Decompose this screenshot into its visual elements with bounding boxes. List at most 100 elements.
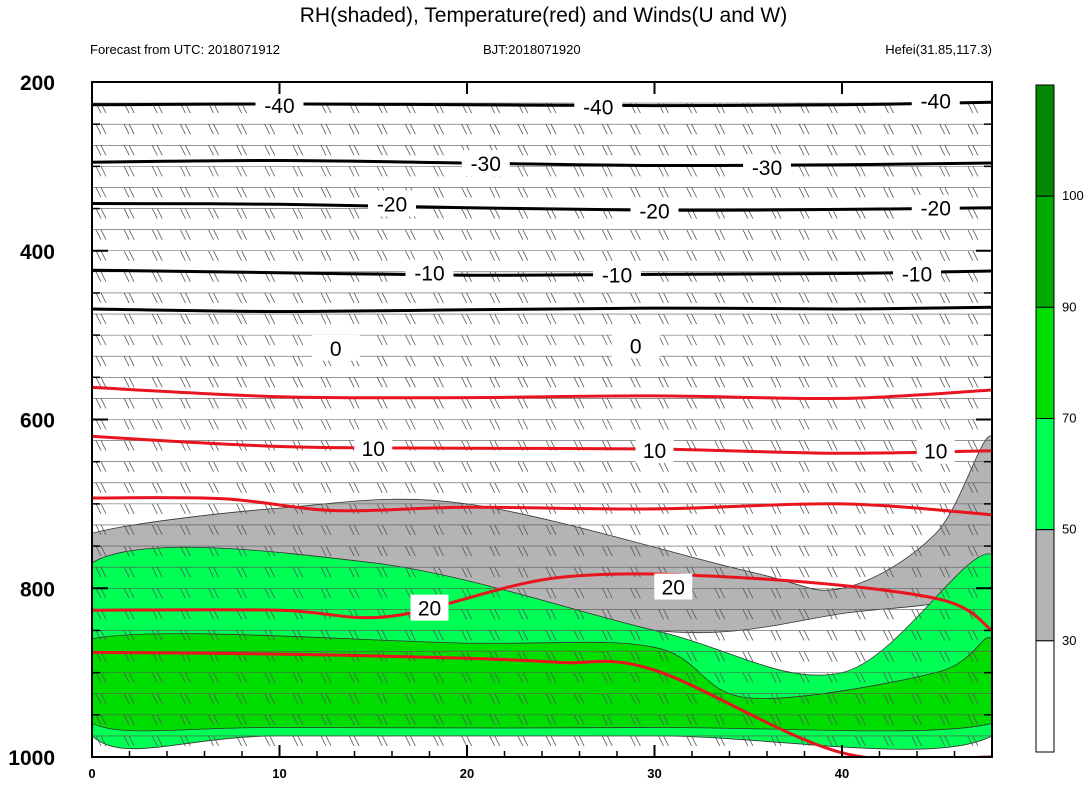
- wind-barb: [264, 377, 271, 388]
- wind-barb: [916, 124, 922, 135]
- wind-barb: [494, 524, 501, 536]
- wind-barb: [353, 672, 360, 683]
- wind-barb: [888, 356, 894, 367]
- contour-label-black: -10: [602, 264, 632, 287]
- wind-barb: [128, 566, 135, 578]
- wind-barb: [461, 735, 467, 747]
- wind-barb: [606, 651, 613, 662]
- wind-barb: [128, 524, 135, 536]
- wind-barb: [292, 419, 299, 430]
- wind-barb: [658, 630, 664, 641]
- wind-barb: [410, 482, 416, 493]
- wind-barb: [292, 398, 299, 409]
- wind-barb: [241, 166, 247, 177]
- wind-barb: [550, 651, 557, 662]
- wind-barb: [292, 482, 299, 493]
- wind-barb: [489, 124, 496, 135]
- wind-barb: [461, 292, 467, 304]
- wind-barb: [883, 166, 889, 177]
- wind-barb: [522, 735, 529, 747]
- wind-barb: [916, 292, 922, 304]
- wind-barb: [269, 419, 276, 430]
- wind-barb: [601, 145, 608, 156]
- wind-barb: [1001, 293, 1006, 303]
- wind-barb: [719, 398, 726, 409]
- wind-barb: [95, 419, 102, 430]
- wind-barb: [151, 313, 158, 325]
- contour-label-black: -20: [377, 194, 407, 217]
- wind-barb: [123, 566, 130, 578]
- wind-barb: [376, 166, 383, 177]
- colorbar-segment: [1035, 306, 1055, 420]
- wind-barb: [939, 313, 946, 325]
- wind-barb: [269, 524, 276, 536]
- wind-barb: [433, 566, 439, 578]
- wind-barb: [381, 356, 388, 367]
- wind-barb: [775, 693, 782, 704]
- wind-barb: [550, 166, 557, 177]
- wind-barb: [826, 630, 833, 641]
- contour-label-bg: [911, 87, 960, 114]
- wind-barb: [297, 208, 304, 219]
- wind-barb: [606, 609, 613, 620]
- wind-barb: [494, 292, 501, 304]
- wind-barb: [663, 693, 669, 704]
- wind-barb: [742, 588, 749, 599]
- wind-barb: [972, 545, 979, 557]
- wind-barb: [95, 714, 102, 725]
- wind-barb: [826, 566, 833, 578]
- wind-barb: [742, 187, 749, 198]
- wind-barb: [151, 145, 158, 156]
- wind-barb: [208, 693, 214, 704]
- wind-barb: [831, 292, 838, 304]
- wind-barb: [264, 356, 271, 367]
- wind-barb: [297, 145, 304, 156]
- wind-barb: [635, 672, 641, 683]
- wind-barb: [545, 292, 552, 304]
- wind-barb: [775, 419, 782, 430]
- wind-barb: [269, 229, 276, 240]
- wind-barb: [517, 630, 524, 641]
- wind-barb: [770, 630, 777, 641]
- wind-barb: [185, 419, 191, 430]
- wind-barb: [264, 693, 271, 704]
- wind-barb: [1001, 398, 1006, 408]
- wind-barb: [606, 630, 613, 641]
- wind-barb: [663, 334, 669, 346]
- wind-barb: [747, 377, 754, 388]
- wind-barb: [770, 588, 777, 599]
- wind-barb: [95, 693, 102, 704]
- wind-barb: [517, 588, 524, 599]
- wind-barb: [236, 503, 242, 515]
- wind-barb: [208, 356, 214, 367]
- wind-barb: [663, 714, 669, 725]
- wind-barb: [972, 588, 979, 599]
- wind-barb: [180, 398, 186, 409]
- wind-barb: [269, 208, 276, 219]
- wind-barb: [353, 461, 360, 472]
- wind-barb: [100, 566, 107, 578]
- wind-barb: [855, 356, 861, 367]
- wind-barb: [156, 588, 163, 599]
- wind-barb: [630, 124, 636, 135]
- wind-barb: [494, 334, 501, 346]
- wind-barb: [742, 651, 749, 662]
- wind-barb: [522, 398, 529, 409]
- wind-barb: [719, 419, 726, 430]
- wind-barb: [545, 524, 552, 536]
- wind-barb: [264, 250, 271, 261]
- wind-barb: [911, 714, 917, 725]
- wind-barb: [803, 630, 810, 641]
- wind-barb: [489, 398, 496, 409]
- wind-barb: [630, 398, 636, 409]
- wind-barb: [405, 693, 411, 704]
- contour-label-bg: [574, 93, 623, 120]
- wind-barb: [494, 714, 501, 725]
- wind-barb: [517, 398, 524, 409]
- wind-barb: [180, 271, 186, 283]
- wind-barb: [831, 672, 838, 683]
- wind-barb: [100, 334, 107, 346]
- wind-barb: [578, 124, 585, 135]
- wind-barb: [438, 566, 444, 578]
- wind-barb: [826, 482, 833, 493]
